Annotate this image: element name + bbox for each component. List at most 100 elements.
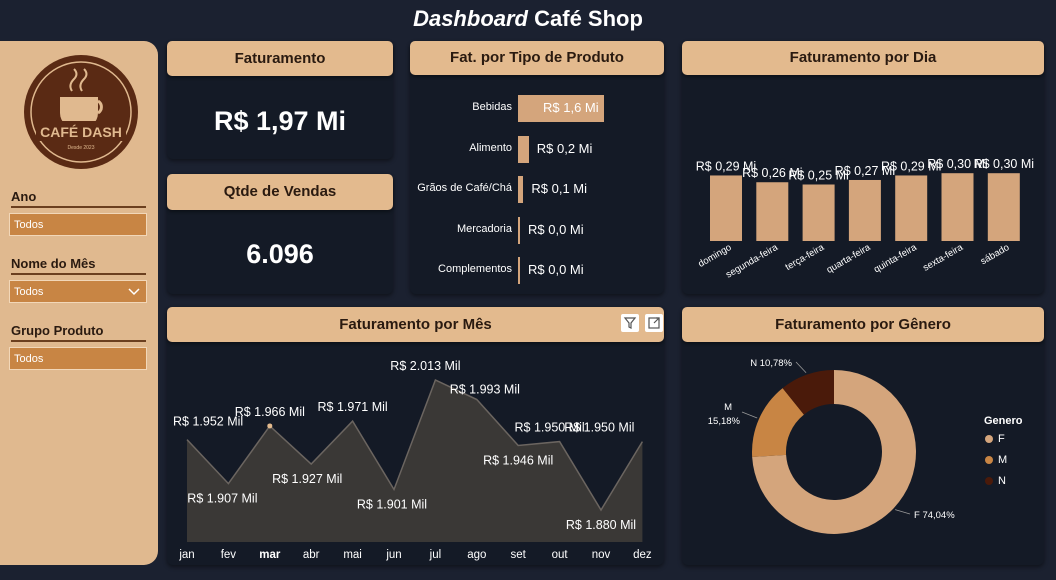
mes-tick-label: dez [633,549,652,561]
filter-value-grupo: Todos [14,353,44,365]
produto-data-label: R$ 0,2 Mi [536,140,593,156]
genero-legend-label: M [998,454,1008,466]
dia-data-label: R$ 0,26 Mi [742,166,802,180]
produto-bar[interactable] [518,135,529,163]
mes-tick-label: nov [592,549,611,561]
genero-slice[interactable] [782,370,834,415]
focus-mode-icon[interactable] [645,314,663,332]
mes-data-label: R$ 1.880 Mil [566,518,636,532]
dia-bar[interactable] [756,182,789,241]
mes-chart-title: Faturamento por Mês [167,307,664,342]
mes-data-label: R$ 1.952 Mil [173,415,243,429]
mes-data-label: R$ 1.950 Mil [515,421,585,435]
mes-tick-label: mar [259,549,281,561]
produto-data-label: R$ 0,0 Mi [528,262,584,277]
mes-area [187,380,643,542]
dia-bar[interactable] [895,175,928,241]
dia-bar[interactable] [987,173,1020,241]
mes-tick-label: out [552,549,569,561]
mes-tick-label: ago [467,549,486,561]
produto-bar[interactable] [518,95,604,122]
mes-data-label: R$ 1.927 Mil [272,472,342,486]
mes-tick-label: jun [385,549,401,561]
page-title-rest: Café Shop [534,6,643,31]
kpi-vendas-header: Qtde de Vendas [167,174,393,210]
genero-data-label: F 74,04% [914,510,955,521]
filter-dropdown-ano[interactable]: Todos [9,213,147,236]
produto-category-label: Mercadoria [456,222,512,235]
mes-tick-label: jul [429,549,442,561]
filter-sidebar: CAFÉ DASH Desde 2023 Ano Todos Nome do M… [0,41,158,565]
filter-icon[interactable] [621,314,639,332]
genero-leader-line [795,361,807,374]
produto-category-label: Alimento [469,141,512,154]
genero-donut-chart: F 74,04% M 15,18% N 10,78% [708,358,955,534]
dia-data-label: R$ 0,29 Mi [696,159,756,173]
genero-legend-item[interactable]: F [985,433,1005,445]
genero-legend-item[interactable]: N [985,475,1006,487]
genero-leader-line [895,509,911,515]
dia-bar[interactable] [848,179,881,241]
genero-data-label: 15,18% [708,416,741,427]
page-title-italic: Dashboard [413,6,528,31]
produto-bar[interactable] [518,176,524,203]
mes-data-label: R$ 1.966 Mil [235,405,305,419]
dia-data-label: R$ 0,30 Mi [974,157,1034,171]
dia-bar-chart: R$ 0,29 Mi domingo R$ 0,26 Mi segunda-feira… [696,157,1034,280]
mes-tick-label: jan [178,549,194,561]
produto-data-label: R$ 0,1 Mi [531,181,588,196]
produto-category-label: Complementos [438,263,512,275]
genero-data-label: M [724,402,732,413]
genero-chart-title: Faturamento por Gênero [682,307,1044,342]
mes-data-label: R$ 1.971 Mil [318,400,388,414]
filter-label-mes: Nome do Mês [11,256,146,275]
mes-data-label: R$ 1.901 Mil [357,497,427,511]
dia-chart-title: Faturamento por Dia [682,41,1044,75]
mes-data-label: R$ 1.950 Mil [564,421,634,435]
filter-label-grupo: Grupo Produto [11,323,146,342]
filter-dropdown-mes[interactable]: Todos [9,280,147,303]
dia-tick-label: terça-feira [784,242,827,273]
genero-legend-label: F [998,433,1005,445]
genero-slice[interactable] [752,370,916,534]
dia-tick-label: quinta-feira [872,242,919,276]
dia-tick-label: sábado [979,242,1011,267]
dia-data-label: R$ 0,27 Mi [835,164,895,178]
filter-value-mes: Todos [14,286,44,298]
filter-dropdown-grupo[interactable]: Todos [9,347,147,370]
logo-text: CAFÉ DASH [40,124,122,140]
mes-data-label: R$ 1.946 Mil [483,453,553,467]
mes-tick-label: abr [303,549,320,561]
filter-value-ano: Todos [14,219,44,231]
dia-data-label: R$ 0,29 Mi [881,159,941,173]
produto-bar[interactable] [518,216,520,244]
mes-tick-label: set [511,549,527,561]
genero-legend-item[interactable]: M [985,454,1007,466]
mes-data-label: R$ 1.907 Mil [187,492,257,506]
genero-slice[interactable] [752,388,804,457]
dia-data-label: R$ 0,25 Mi [788,169,848,183]
mes-data-label: R$ 1.993 Mil [450,383,520,397]
legend-dot-icon [985,435,993,444]
kpi-faturamento-value: R$ 1,97 Mi [213,106,347,136]
genero-legend-label: N [998,475,1006,487]
logo-subtext: Desde 2023 [68,145,95,151]
filter-label-ano: Ano [11,189,146,208]
mes-highlight-point[interactable] [267,423,273,429]
mes-tick-label: fev [221,549,237,561]
genero-legend-title: Genero [984,415,1023,427]
dia-tick-label: quarta-feira [825,242,873,276]
dia-bar[interactable] [710,175,742,241]
cafe-dash-logo: CAFÉ DASH Desde 2023 [24,55,138,169]
dia-bar[interactable] [941,173,974,241]
genero-leader-line [741,411,758,419]
chevron-down-icon [128,288,140,296]
mes-line [186,378,644,512]
legend-dot-icon [985,456,993,465]
dia-bar[interactable] [802,184,835,242]
produto-data-label: R$ 1,6 Mi [543,100,599,115]
legend-dot-icon [985,477,993,486]
kpi-vendas-value: 6.096 [246,239,314,269]
produto-bar[interactable] [518,257,520,284]
mes-area-chart: R$ 1.952 Mil jan R$ 1.907 Mil fev R$ 1.966 M… [173,359,652,561]
